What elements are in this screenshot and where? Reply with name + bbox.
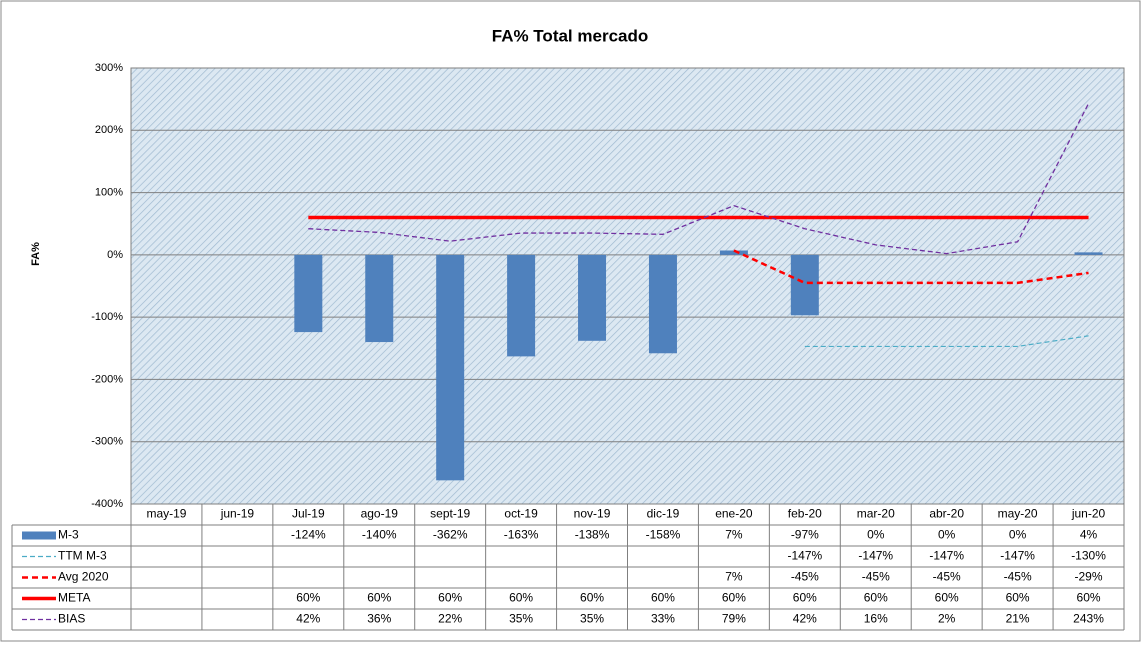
legend-label: Avg 2020 bbox=[58, 570, 109, 584]
bar bbox=[719, 250, 748, 255]
table-value: -140% bbox=[362, 528, 397, 542]
table-value: -362% bbox=[433, 528, 468, 542]
table-value: 7% bbox=[725, 570, 743, 584]
table-value: 33% bbox=[651, 612, 675, 626]
table-value: 16% bbox=[864, 612, 888, 626]
table-value: 60% bbox=[438, 591, 462, 605]
table-value: 7% bbox=[725, 528, 743, 542]
table-value: -147% bbox=[858, 549, 893, 563]
table-value: 35% bbox=[509, 612, 533, 626]
y-tick-label: -200% bbox=[91, 373, 123, 385]
legend-label: META bbox=[58, 591, 90, 605]
table-value: -147% bbox=[1000, 549, 1035, 563]
y-tick-label: -400% bbox=[91, 498, 123, 510]
legend-label: TTM M-3 bbox=[58, 549, 107, 563]
y-tick-label: 200% bbox=[95, 124, 123, 136]
x-tick-label: jun-19 bbox=[220, 507, 255, 521]
x-tick-label: feb-20 bbox=[788, 507, 822, 521]
table-value: 60% bbox=[1006, 591, 1030, 605]
table-value: 42% bbox=[296, 612, 320, 626]
table-value: 60% bbox=[651, 591, 675, 605]
table-value: -45% bbox=[862, 570, 890, 584]
table-value: 22% bbox=[438, 612, 462, 626]
bar bbox=[365, 254, 394, 343]
table-value: 60% bbox=[296, 591, 320, 605]
table-value: -45% bbox=[791, 570, 819, 584]
x-tick-label: oct-19 bbox=[504, 507, 538, 521]
x-tick-label: ene-20 bbox=[715, 507, 753, 521]
table-value: 36% bbox=[367, 612, 391, 626]
legend-key bbox=[22, 531, 56, 540]
y-tick-label: 300% bbox=[95, 62, 123, 74]
bar bbox=[507, 254, 536, 357]
table-value: 42% bbox=[793, 612, 817, 626]
legend-label: M-3 bbox=[58, 528, 79, 542]
table-value: -97% bbox=[791, 528, 819, 542]
x-tick-label: ago-19 bbox=[361, 507, 399, 521]
table-value: -124% bbox=[291, 528, 326, 542]
table-value: 35% bbox=[580, 612, 604, 626]
line-series bbox=[733, 249, 1089, 285]
line-series bbox=[804, 335, 1089, 348]
bar bbox=[1074, 252, 1103, 255]
x-tick-label: sept-19 bbox=[430, 507, 470, 521]
table-value: 0% bbox=[938, 528, 956, 542]
table-value: 60% bbox=[367, 591, 391, 605]
y-axis-label: FA% bbox=[30, 242, 42, 266]
y-tick-label: 100% bbox=[95, 186, 123, 198]
table-value: 60% bbox=[722, 591, 746, 605]
table-value: 0% bbox=[1009, 528, 1027, 542]
x-tick-label: mar-20 bbox=[857, 507, 895, 521]
table-value: 21% bbox=[1006, 612, 1030, 626]
bar bbox=[578, 254, 607, 341]
table-value: 60% bbox=[935, 591, 959, 605]
table-value: -130% bbox=[1071, 549, 1106, 563]
table-value: 0% bbox=[867, 528, 885, 542]
line-series bbox=[308, 103, 1090, 255]
table-value: -163% bbox=[504, 528, 539, 542]
plot-area bbox=[131, 68, 1124, 504]
table-value: -45% bbox=[933, 570, 961, 584]
x-tick-label: may-19 bbox=[146, 507, 186, 521]
x-tick-label: jun-20 bbox=[1071, 507, 1106, 521]
table-value: 4% bbox=[1080, 528, 1098, 542]
bar bbox=[436, 254, 465, 481]
y-tick-label: -100% bbox=[91, 311, 123, 323]
table-value: -138% bbox=[575, 528, 610, 542]
legend-label: BIAS bbox=[58, 612, 85, 626]
x-tick-label: nov-19 bbox=[574, 507, 611, 521]
bar bbox=[294, 254, 323, 333]
x-tick-label: Jul-19 bbox=[292, 507, 325, 521]
table-value: 60% bbox=[509, 591, 533, 605]
table-value: 60% bbox=[793, 591, 817, 605]
table-value: -45% bbox=[1004, 570, 1032, 584]
y-tick-label: 0% bbox=[107, 249, 123, 261]
table-value: -29% bbox=[1075, 570, 1103, 584]
table-value: 79% bbox=[722, 612, 746, 626]
y-tick-label: -300% bbox=[91, 436, 123, 448]
table-value: 60% bbox=[864, 591, 888, 605]
bar bbox=[790, 254, 819, 316]
x-tick-label: may-20 bbox=[998, 507, 1038, 521]
table-value: -158% bbox=[646, 528, 681, 542]
table-value: 2% bbox=[938, 612, 956, 626]
table-value: 243% bbox=[1073, 612, 1104, 626]
x-tick-label: dic-19 bbox=[647, 507, 680, 521]
table-value: -147% bbox=[929, 549, 964, 563]
table-value: 60% bbox=[1077, 591, 1101, 605]
x-tick-label: abr-20 bbox=[929, 507, 964, 521]
table-value: 60% bbox=[580, 591, 604, 605]
chart-title: FA% Total mercado bbox=[492, 26, 649, 45]
bar bbox=[648, 254, 677, 354]
table-value: -147% bbox=[787, 549, 822, 563]
